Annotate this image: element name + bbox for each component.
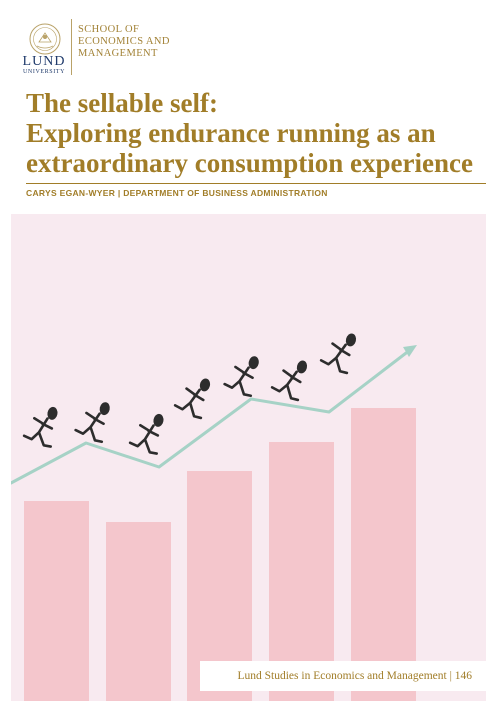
runner-figure (74, 402, 110, 444)
illustration-bar (24, 501, 89, 701)
runner-figure (270, 360, 308, 402)
runner-figure (319, 333, 357, 375)
school-name-line: SCHOOL OF (78, 24, 140, 35)
runner-figure (128, 413, 164, 455)
header: LUND UNIVERSITY SCHOOL OF ECONOMICS AND … (0, 0, 500, 88)
logo-subtitle: UNIVERSITY (23, 69, 65, 75)
logo-divider (71, 19, 72, 75)
university-seal-icon (29, 23, 61, 55)
cover-illustration (11, 214, 486, 701)
title-line: The sellable self: (26, 88, 218, 118)
arrow-head-icon (403, 345, 417, 357)
title-rule (26, 183, 486, 184)
title-line: extraordinary consumption experience (26, 148, 473, 178)
title-line: Exploring endurance running as an (26, 118, 436, 148)
school-name: SCHOOL OF ECONOMICS AND MANAGEMENT (78, 24, 228, 60)
bar-group (24, 408, 416, 701)
illustration-canvas (11, 333, 417, 701)
illustration-bar (351, 408, 416, 701)
school-name-line: ECONOMICS AND (78, 36, 170, 47)
series-label: Lund Studies in Economics and Management… (237, 670, 473, 682)
author-line: CARYS EGAN-WYER | DEPARTMENT OF BUSINESS… (26, 188, 328, 198)
logo-wordmark: LUND (22, 54, 66, 69)
runner-figure (22, 406, 58, 448)
book-title: The sellable self: Exploring endurance r… (26, 88, 486, 178)
runner-figure (173, 378, 211, 420)
runner-group (22, 333, 357, 455)
illustration-bar (106, 522, 171, 701)
runner-figure (223, 356, 259, 398)
trend-line (11, 348, 412, 485)
series-label-box: Lund Studies in Economics and Management… (200, 661, 486, 691)
school-name-line: MANAGEMENT (78, 48, 158, 59)
illustration-bar (269, 442, 334, 701)
